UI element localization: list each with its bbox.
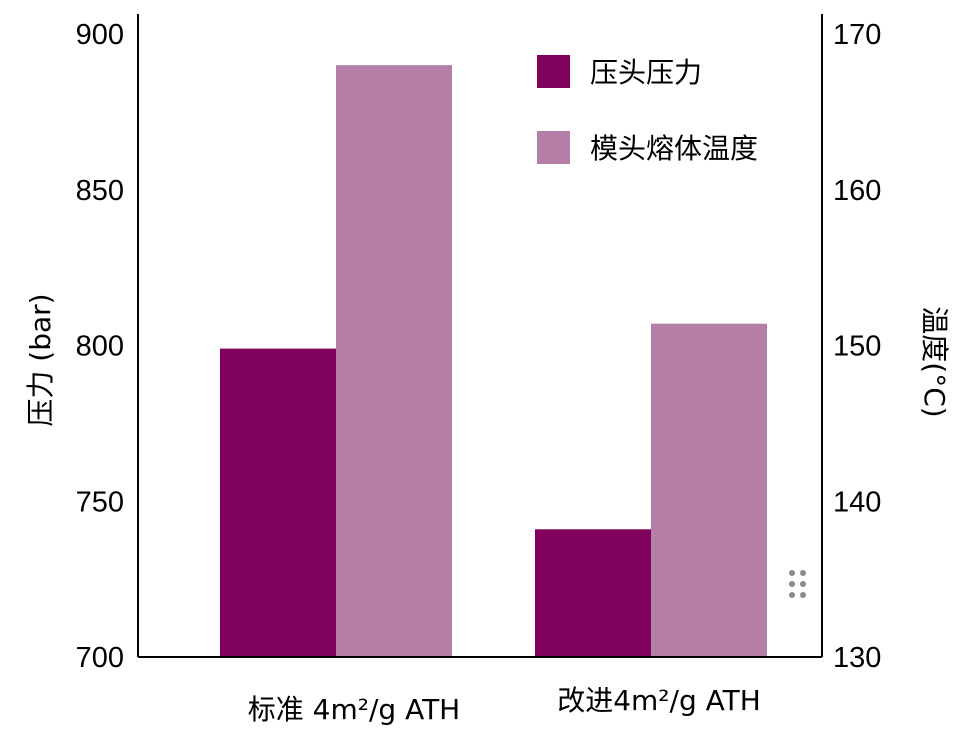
right-tick-label: 140 [833,486,881,518]
y-axis-left-title: 压力 (bar) [24,293,57,426]
legend-label-pressure: 压头压力 [590,56,702,89]
legend-label-temperature: 模头熔体温度 [590,132,758,165]
legend-swatch-pressure [537,55,570,88]
left-tick-labels: 700 750 800 850 900 [76,19,124,674]
right-tick-label: 150 [833,331,881,363]
left-tick-label: 700 [76,642,124,674]
right-tick-label: 160 [833,175,881,207]
y-axis-right-title: 温度(°C) [918,306,951,417]
right-tick-label: 130 [833,642,881,674]
bar-pressure-0 [220,348,336,657]
category-labels: 标准 4m²/g ATH 改进4m²/g ATH [248,684,761,726]
drag-handle-icon[interactable] [789,570,806,598]
bar-temperature-0 [336,65,452,657]
right-tick-label: 170 [833,19,881,51]
left-tick-label: 900 [76,19,124,51]
category-label: 改进4m²/g ATH [557,684,761,717]
category-label: 标准 4m²/g ATH [248,693,460,726]
bar-temperature-1 [651,323,767,657]
left-tick-label: 850 [76,175,124,207]
left-tick-label: 800 [76,331,124,363]
legend: 压头压力 模头熔体温度 [537,55,758,165]
bars-group [220,65,767,657]
legend-swatch-temperature [537,131,570,164]
right-tick-labels: 130 140 150 160 170 [833,19,881,674]
left-tick-label: 750 [76,486,124,518]
bar-pressure-1 [535,529,651,657]
